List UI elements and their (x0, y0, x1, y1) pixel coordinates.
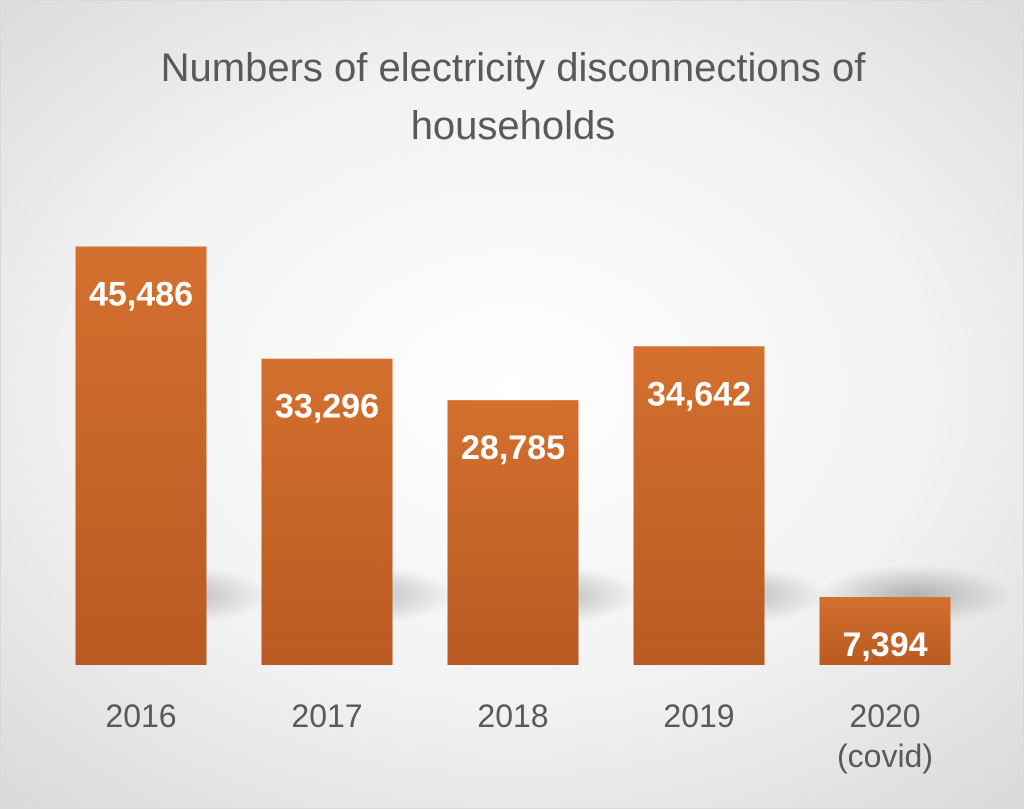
data-labels-layer: 45,486 33,296 28,785 34,642 7,394 (89, 276, 928, 664)
x-tick-label-0: 2016 (105, 698, 176, 734)
data-label-2: 28,785 (461, 429, 565, 467)
x-tick-label-3: 2019 (663, 698, 734, 734)
x-tick-label-2: 2018 (477, 698, 548, 734)
x-axis-tick-labels: 2016 2017 2018 2019 2020 (covid) (105, 698, 933, 774)
bar-2 (447, 400, 579, 665)
data-label-3: 34,642 (647, 375, 751, 413)
x-tick-label-4: 2020 (covid) (837, 698, 933, 774)
bar-3 (633, 346, 765, 665)
x-tick-label-1: 2017 (291, 698, 362, 734)
data-label-4: 7,394 (842, 626, 927, 664)
chart-title: Numbers of electricity disconnections of… (160, 46, 866, 148)
data-label-0: 45,486 (89, 276, 193, 314)
data-label-1: 33,296 (275, 388, 379, 426)
bar-0 (75, 246, 207, 665)
bar-1 (261, 358, 393, 665)
bar-4 (819, 596, 951, 665)
bars-layer (75, 246, 951, 665)
